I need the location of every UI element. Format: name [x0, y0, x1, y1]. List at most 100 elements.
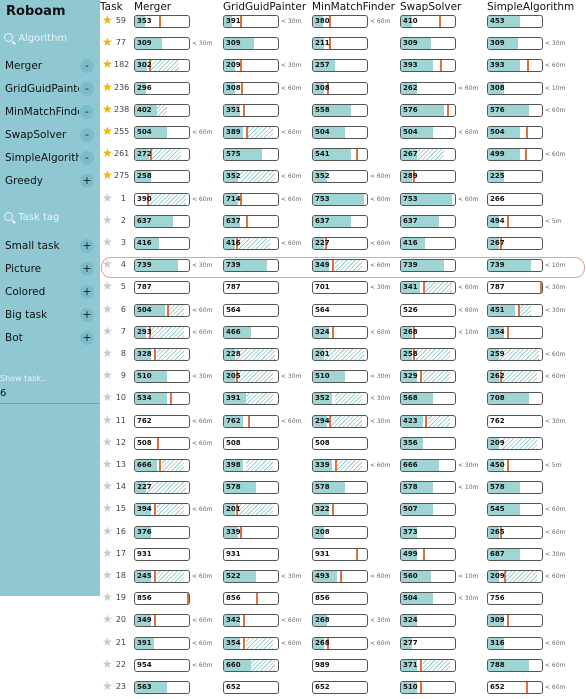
table-row[interactable]: ★ 5 787 787 701 < 30m 341 < 60m 787 < 30m: [100, 277, 586, 299]
table-row[interactable]: ★ 9 510 < 30m 205 < 30m 510 < 30m 329 262 < 60m: [100, 366, 586, 388]
star-icon[interactable]: ★: [102, 457, 113, 471]
result-cell[interactable]: 856: [134, 592, 190, 606]
result-cell[interactable]: 262: [400, 81, 456, 95]
result-cell[interactable]: 309: [400, 37, 456, 51]
star-icon[interactable]: ★: [102, 612, 113, 627]
result-cell[interactable]: 756: [487, 592, 543, 606]
result-cell[interactable]: 293: [134, 325, 190, 339]
result-cell[interactable]: 308: [312, 81, 368, 95]
sidebar-item-big-task[interactable]: Big task +: [0, 306, 100, 326]
star-icon[interactable]: ★: [102, 79, 113, 94]
result-cell[interactable]: 257: [312, 59, 368, 73]
task-tag-search[interactable]: Task tag: [4, 211, 96, 227]
result-cell[interactable]: 277: [400, 636, 456, 650]
table-row[interactable]: ★ 13 666 398 339 < 60m 666 < 30m 450 < 5m: [100, 455, 586, 477]
result-cell[interactable]: 739: [134, 259, 190, 273]
result-cell[interactable]: 228: [223, 348, 279, 361]
table-row[interactable]: ★ 6 504 < 60m 564 564 526 < 60m 451 < 30m: [100, 300, 586, 322]
result-cell[interactable]: 339: [312, 459, 368, 472]
star-icon[interactable]: ★: [102, 235, 113, 249]
result-cell[interactable]: 931: [312, 547, 368, 561]
result-cell[interactable]: 931: [134, 547, 190, 561]
result-cell[interactable]: 354: [487, 325, 543, 339]
table-row[interactable]: ★ 15 394 < 60m 201 322 507 545 < 60m: [100, 499, 586, 521]
result-cell[interactable]: 666: [134, 459, 190, 472]
result-cell[interactable]: 296: [134, 81, 190, 95]
result-cell[interactable]: 389: [223, 126, 279, 139]
result-cell[interactable]: 302: [134, 59, 190, 73]
table-row[interactable]: ★ 261 272 575 541 267 499 < 60m: [100, 144, 586, 166]
result-cell[interactable]: 637: [312, 214, 368, 228]
result-cell[interactable]: 499: [487, 148, 543, 162]
result-cell[interactable]: 762: [487, 414, 543, 428]
star-icon[interactable]: ★: [102, 346, 113, 360]
remove-button[interactable]: -: [80, 151, 94, 165]
table-row[interactable]: ★ 77 309 < 30m 309 211 309 309 < 30m: [100, 33, 586, 55]
star-icon[interactable]: ★: [102, 434, 113, 449]
result-cell[interactable]: 324: [400, 614, 456, 628]
result-cell[interactable]: 309: [487, 37, 543, 51]
result-cell[interactable]: 708: [487, 392, 543, 406]
table-row[interactable]: ★ 12 508 < 60m 508 508 356 209: [100, 433, 586, 455]
result-cell[interactable]: 342: [223, 614, 279, 628]
table-row[interactable]: ★ 23 563 652 652 510 652 < 60m: [100, 677, 586, 699]
result-cell[interactable]: 508: [223, 436, 279, 450]
result-cell[interactable]: 652: [223, 681, 279, 694]
result-cell[interactable]: 714: [223, 192, 279, 206]
sidebar-item-minmatchfinder[interactable]: MinMatchFinder-: [0, 103, 100, 123]
sidebar-item-picture[interactable]: Picture +: [0, 260, 100, 280]
result-cell[interactable]: 989: [312, 658, 368, 672]
add-button[interactable]: +: [80, 308, 94, 322]
result-cell[interactable]: 504: [134, 126, 190, 139]
result-cell[interactable]: 558: [312, 103, 368, 117]
result-cell[interactable]: 545: [487, 503, 543, 517]
remove-button[interactable]: -: [80, 82, 94, 96]
result-cell[interactable]: 308: [223, 81, 279, 95]
add-button[interactable]: +: [80, 285, 94, 299]
sidebar-item-swapsolver[interactable]: SwapSolver -: [0, 126, 100, 146]
result-cell[interactable]: 349: [134, 614, 190, 628]
table-row[interactable]: ★ 275 258 352 < 60m 352 < 60m 289 225: [100, 166, 586, 188]
result-cell[interactable]: 352: [312, 392, 368, 406]
result-cell[interactable]: 504: [400, 592, 456, 606]
result-cell[interactable]: 227: [134, 481, 190, 495]
remove-button[interactable]: -: [80, 59, 94, 73]
result-cell[interactable]: 393: [400, 59, 456, 73]
result-cell[interactable]: 371: [400, 658, 456, 672]
result-cell[interactable]: 466: [223, 325, 279, 339]
result-cell[interactable]: 423: [400, 414, 456, 428]
result-cell[interactable]: 510: [134, 370, 190, 384]
result-cell[interactable]: 534: [134, 392, 190, 406]
result-cell[interactable]: 316: [487, 636, 543, 650]
result-cell[interactable]: 739: [223, 259, 279, 273]
result-cell[interactable]: 209: [487, 570, 543, 583]
result-cell[interactable]: 245: [134, 570, 190, 583]
result-cell[interactable]: 227: [312, 237, 368, 250]
result-cell[interactable]: 504: [134, 303, 190, 317]
result-cell[interactable]: 402: [134, 103, 190, 117]
result-cell[interactable]: 352: [223, 170, 279, 184]
result-cell[interactable]: 576: [400, 103, 456, 117]
result-cell[interactable]: 637: [134, 214, 190, 228]
star-icon[interactable]: ★: [102, 501, 113, 516]
result-cell[interactable]: 272: [134, 148, 190, 162]
result-cell[interactable]: 637: [223, 214, 279, 228]
star-icon[interactable]: ★: [102, 568, 113, 582]
result-cell[interactable]: 309: [487, 614, 543, 628]
result-cell[interactable]: 504: [312, 126, 368, 139]
star-icon[interactable]: ★: [102, 212, 113, 227]
table-row[interactable]: ★ 1 390 < 60m 714 < 60m 753 < 60m 753 < 60m 266: [100, 189, 586, 211]
result-cell[interactable]: 349: [312, 259, 368, 273]
result-cell[interactable]: 394: [134, 503, 190, 517]
result-cell[interactable]: 856: [312, 592, 368, 606]
star-icon[interactable]: ★: [102, 656, 113, 671]
result-cell[interactable]: 268: [312, 636, 368, 650]
result-cell[interactable]: 526: [400, 303, 456, 317]
table-row[interactable]: ★ 238 402 351 558 576 576 < 60m: [100, 100, 586, 122]
result-cell[interactable]: 493: [312, 570, 368, 583]
result-cell[interactable]: 329: [400, 370, 456, 384]
add-button[interactable]: +: [80, 239, 94, 253]
table-row[interactable]: ★ 20 349 < 60m 342 < 60m 268 < 30m 324 309: [100, 610, 586, 632]
table-row[interactable]: ★ 16 376 339 208 373 265 < 60m: [100, 522, 586, 544]
table-row[interactable]: ★ 19 856 856 856 504 < 30m 756: [100, 588, 586, 610]
